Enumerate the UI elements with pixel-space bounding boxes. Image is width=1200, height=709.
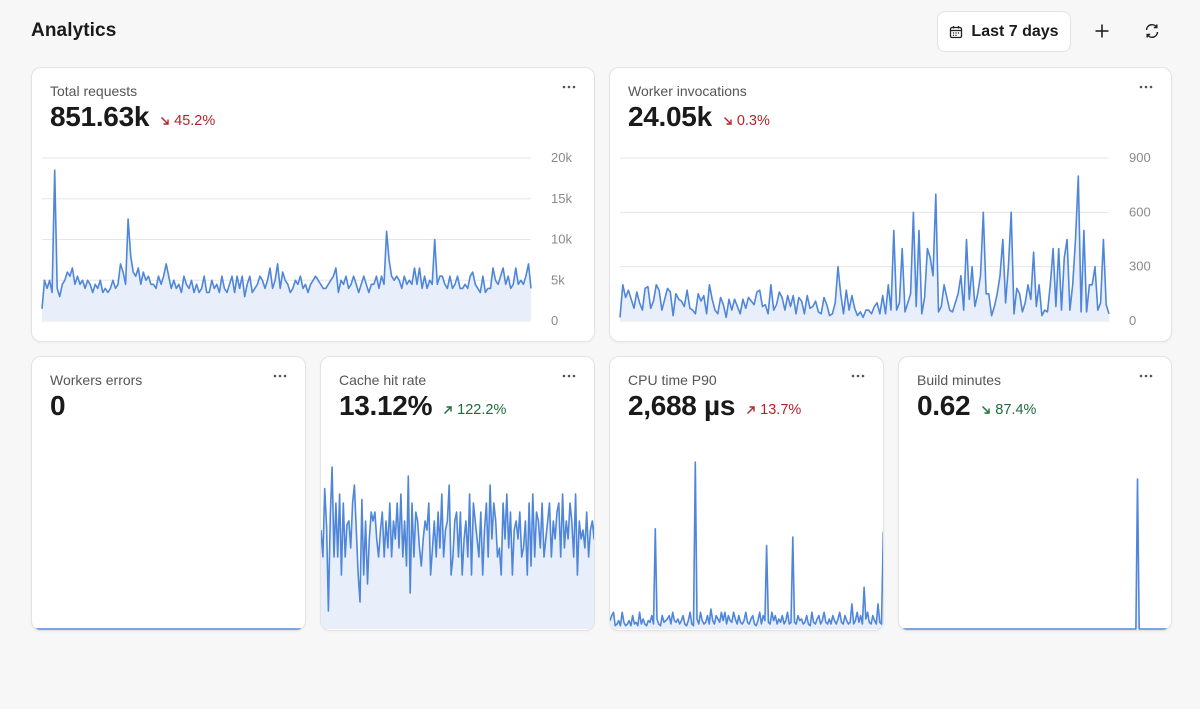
- y-tick-label: 5k: [551, 272, 565, 287]
- card-workers-errors: Workers errors 0: [31, 356, 306, 631]
- change-value: 0.3%: [736, 113, 770, 129]
- series-area: [42, 170, 531, 321]
- arrow-up-right-icon: [444, 406, 452, 414]
- calendar-icon: [950, 25, 963, 38]
- arrow-down-right-icon: [982, 406, 990, 414]
- series-area: [620, 176, 1109, 321]
- more-icon: [1139, 85, 1153, 89]
- workers-errors-chart: [32, 628, 305, 630]
- card-title: CPU time P90: [628, 372, 717, 388]
- arrow-down-right-icon: [161, 117, 169, 125]
- card-worker-invocations: 900 600 300 0 Worker invocations 24.05k 0.3…: [609, 67, 1172, 342]
- more-icon: [562, 85, 576, 89]
- y-tick-label: 300: [1129, 259, 1151, 274]
- series-line: [619, 175, 1110, 319]
- more-options-button[interactable]: [558, 78, 580, 96]
- more-icon: [851, 374, 865, 378]
- refresh-button[interactable]: [1136, 15, 1168, 47]
- series-line: [321, 466, 594, 612]
- card-total-requests: 20k 15k 10k 5k 0 Total requests 851.63k 45.2…: [31, 67, 595, 342]
- y-tick-label: 15k: [551, 191, 572, 206]
- change-badge: 13.7%: [746, 402, 801, 418]
- more-icon: [1139, 374, 1153, 378]
- more-options-button[interactable]: [558, 367, 580, 385]
- y-tick-label: 0: [1129, 313, 1136, 328]
- top-bar: Analytics Last 7 days: [0, 0, 1200, 66]
- card-value: 13.12%: [339, 390, 433, 421]
- date-range-button[interactable]: Last 7 days: [937, 11, 1071, 52]
- y-tick-label: 900: [1129, 150, 1151, 165]
- card-value: 851.63k: [50, 101, 150, 132]
- arrow-up-right-icon: [747, 406, 755, 414]
- page-title: Analytics: [31, 20, 117, 41]
- card-cache-hit-rate: Cache hit rate 13.12% 122.2%: [320, 356, 595, 631]
- card-title: Build minutes: [917, 372, 1002, 388]
- y-tick-label: 600: [1129, 204, 1151, 219]
- y-tick-label: 10k: [551, 232, 572, 247]
- card-value: 0: [50, 390, 66, 421]
- card-value: 0.62: [917, 390, 971, 421]
- change-value: 122.2%: [457, 402, 507, 418]
- series-line: [899, 478, 1171, 630]
- card-build-minutes: Build minutes 0.62 87.4%: [898, 356, 1172, 631]
- more-options-button[interactable]: [1135, 367, 1157, 385]
- card-value: 24.05k: [628, 101, 712, 132]
- change-badge: 0.3%: [723, 113, 770, 129]
- worker-invocations-chart: 900 600 300 0: [619, 150, 1151, 328]
- series-area: [899, 479, 1171, 629]
- more-options-button[interactable]: [847, 367, 869, 385]
- y-tick-label: 0: [551, 313, 558, 328]
- change-value: 45.2%: [174, 113, 216, 129]
- date-range-label: Last 7 days: [971, 22, 1059, 40]
- card-title: Cache hit rate: [339, 372, 427, 388]
- change-value: 13.7%: [760, 402, 802, 418]
- series-area: [610, 462, 883, 629]
- more-icon: [562, 374, 576, 378]
- card-cpu-time-p90: CPU time P90 2,688 µs 13.7%: [609, 356, 884, 631]
- cache-hit-rate-chart: [321, 466, 594, 629]
- card-title: Worker invocations: [628, 83, 747, 99]
- arrow-down-right-icon: [723, 117, 732, 125]
- plus-icon: [1095, 24, 1109, 38]
- cpu-time-p90-chart: [610, 461, 883, 629]
- build-minutes-chart: [899, 478, 1171, 630]
- card-title: Total requests: [50, 83, 138, 99]
- series-line: [41, 169, 532, 309]
- refresh-icon: [1145, 23, 1159, 39]
- change-badge: 45.2%: [160, 113, 215, 129]
- add-button[interactable]: [1086, 15, 1118, 47]
- card-value: 2,688 µs: [628, 390, 736, 421]
- series-line: [610, 461, 883, 627]
- more-options-button[interactable]: [269, 367, 291, 385]
- change-badge: 87.4%: [981, 402, 1036, 418]
- more-icon: [273, 374, 287, 378]
- card-title: Workers errors: [50, 372, 143, 388]
- change-badge: 122.2%: [443, 402, 506, 418]
- y-tick-label: 20k: [551, 150, 572, 165]
- more-options-button[interactable]: [1135, 78, 1157, 96]
- total-requests-chart: 20k 15k 10k 5k 0: [41, 150, 572, 328]
- change-value: 87.4%: [995, 402, 1037, 418]
